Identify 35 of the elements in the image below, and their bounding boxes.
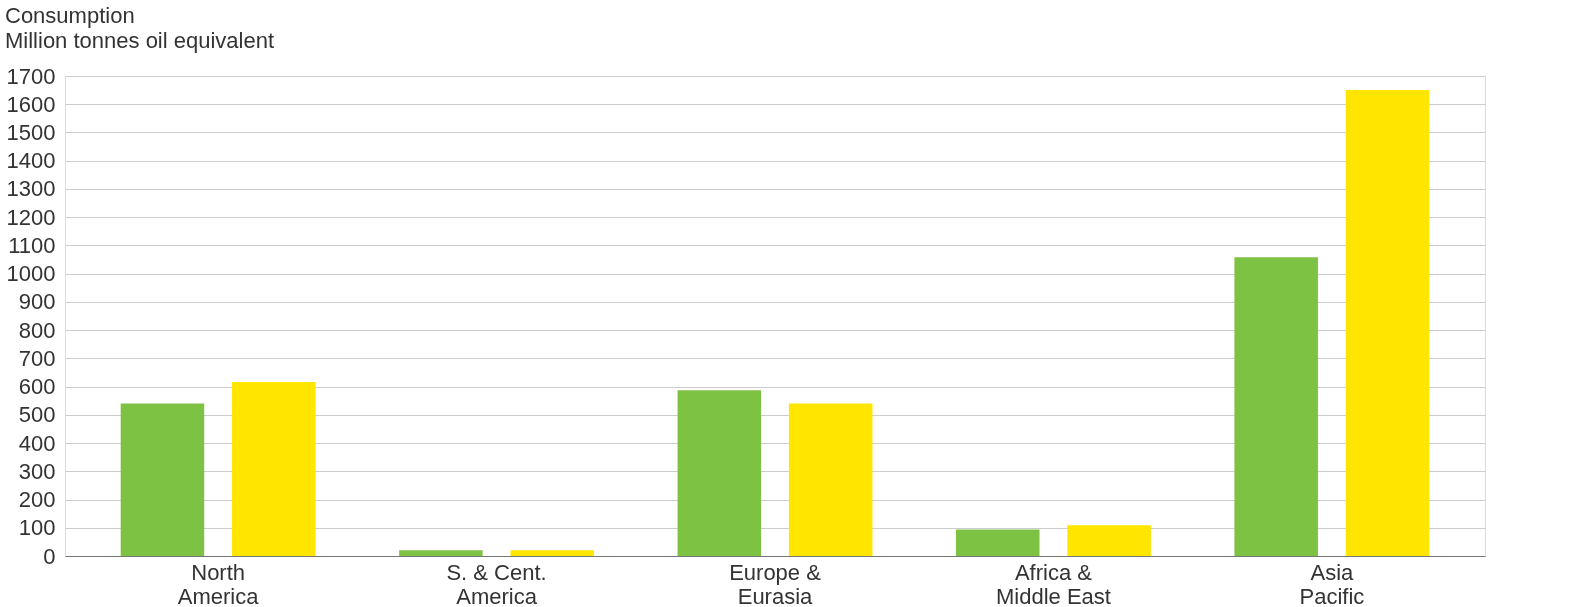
x-tick-label: Asia Pacific [1299,559,1365,607]
chart-title: Consumption [5,3,135,28]
y-axis-title: Million tonnes oil equivalent [5,28,275,53]
x-tick-label: S. & Cent. America [446,559,547,607]
bar [399,550,483,556]
y-tick-label: 200 [18,487,56,513]
y-tick-label: 1500 [6,119,56,145]
y-tick-label: 700 [18,345,56,371]
bar [1067,525,1151,556]
y-tick-label: 1700 [6,63,56,89]
bar [510,550,595,556]
y-tick-label: 800 [18,317,56,343]
y-tick-label: 100 [18,515,56,541]
bar [677,390,762,556]
y-tick-label: 1300 [6,176,56,202]
bar [1345,90,1430,556]
x-tick-label: Africa & Middle East [995,559,1111,607]
y-tick-label: 400 [18,430,56,456]
y-tick-label: 1400 [6,148,56,174]
y-tick-label: 1000 [6,261,56,287]
bar [1234,257,1318,556]
y-tick-label: 600 [18,374,56,400]
bar [232,382,316,556]
bar [788,403,873,556]
x-tick-label: North America [177,559,260,607]
y-tick-label: 1200 [6,204,56,230]
y-tick-label: 1600 [6,91,56,117]
y-tick-label: 900 [18,289,56,315]
x-tick-label: Europe & Eurasia [729,559,822,607]
y-tick-label: 300 [18,458,56,484]
bar [120,403,205,556]
y-tick-label: 500 [18,402,56,428]
y-tick-label: 0 [43,543,56,569]
y-tick-label: 1100 [8,232,56,258]
bar [955,529,1040,556]
